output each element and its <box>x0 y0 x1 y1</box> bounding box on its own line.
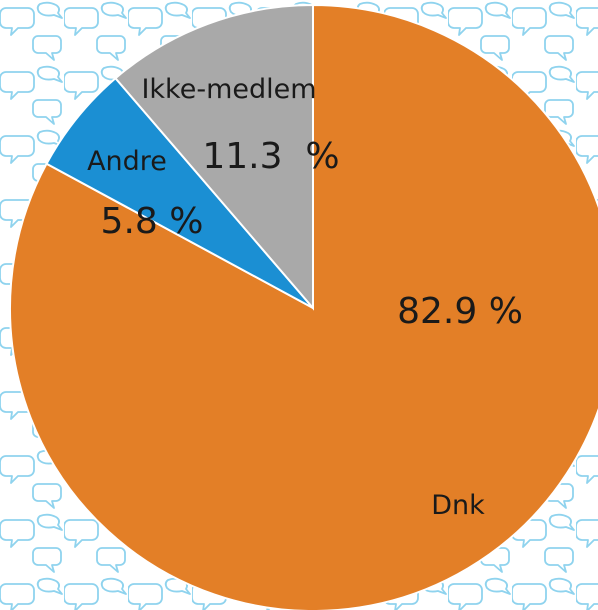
slice-value-label: 82.9 % <box>397 291 523 332</box>
slice-value-label: 11.3 % <box>202 136 339 177</box>
pie-slice-ikke-medlem <box>114 3 314 311</box>
slice-name-label: Dnk <box>431 490 485 521</box>
slice-name-label: Ikke-medlem <box>141 74 316 105</box>
pie-slice-dnk <box>9 3 598 610</box>
slice-name-label: Andre <box>87 146 167 177</box>
slice-value-label: 5.8 % <box>101 201 204 242</box>
